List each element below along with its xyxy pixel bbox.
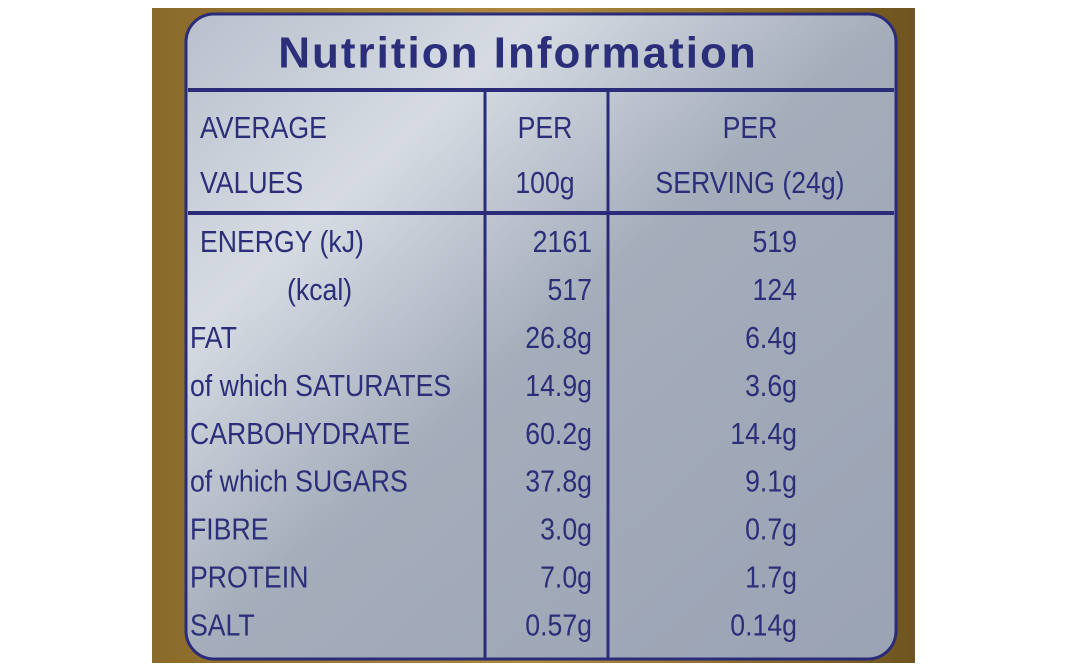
column-header: PER xyxy=(518,111,573,145)
per-serving: 14.4g xyxy=(730,417,797,451)
nutrient-name: of which SATURATES xyxy=(190,369,451,403)
per-100g: 2161 xyxy=(533,225,592,259)
per-100g: 517 xyxy=(548,273,592,307)
per-serving: 9.1g xyxy=(745,465,797,499)
column-header: VALUES xyxy=(200,166,303,200)
per-serving: 0.14g xyxy=(730,609,797,643)
per-100g: 0.57g xyxy=(525,609,592,643)
nutrient-name: FIBRE xyxy=(190,513,268,547)
per-serving: 0.7g xyxy=(745,513,797,547)
per-serving: 124 xyxy=(753,273,797,307)
column-header: SERVING (24g) xyxy=(655,166,844,200)
per-100g: 60.2g xyxy=(525,417,592,451)
nutrient-name: PROTEIN xyxy=(190,561,308,595)
per-serving: 6.4g xyxy=(745,321,797,355)
per-100g: 14.9g xyxy=(525,369,592,403)
nutrient-name: of which SUGARS xyxy=(190,465,408,499)
nutrient-name: FAT xyxy=(190,321,237,355)
table: AVERAGE VALUES PER 100g PER SERVING (24g) ENER… xyxy=(190,111,845,643)
nutrient-name: CARBOHYDRATE xyxy=(190,417,410,451)
title: Nutrition Information xyxy=(278,29,758,78)
per-100g: 3.0g xyxy=(540,513,592,547)
nutrient-name: ENERGY (kJ) xyxy=(200,225,364,259)
column-header: AVERAGE xyxy=(200,111,327,145)
per-serving: 519 xyxy=(753,225,797,259)
column-header: PER xyxy=(723,111,778,145)
nutrient-name: SALT xyxy=(190,609,255,643)
per-serving: 3.6g xyxy=(745,369,797,403)
per-serving: 1.7g xyxy=(745,561,797,595)
label-panel xyxy=(184,12,898,661)
per-100g: 7.0g xyxy=(540,561,592,595)
nutrient-name: (kcal) xyxy=(287,273,352,307)
per-100g: 26.8g xyxy=(525,321,592,355)
column-header: 100g xyxy=(515,166,574,200)
per-100g: 37.8g xyxy=(525,465,592,499)
